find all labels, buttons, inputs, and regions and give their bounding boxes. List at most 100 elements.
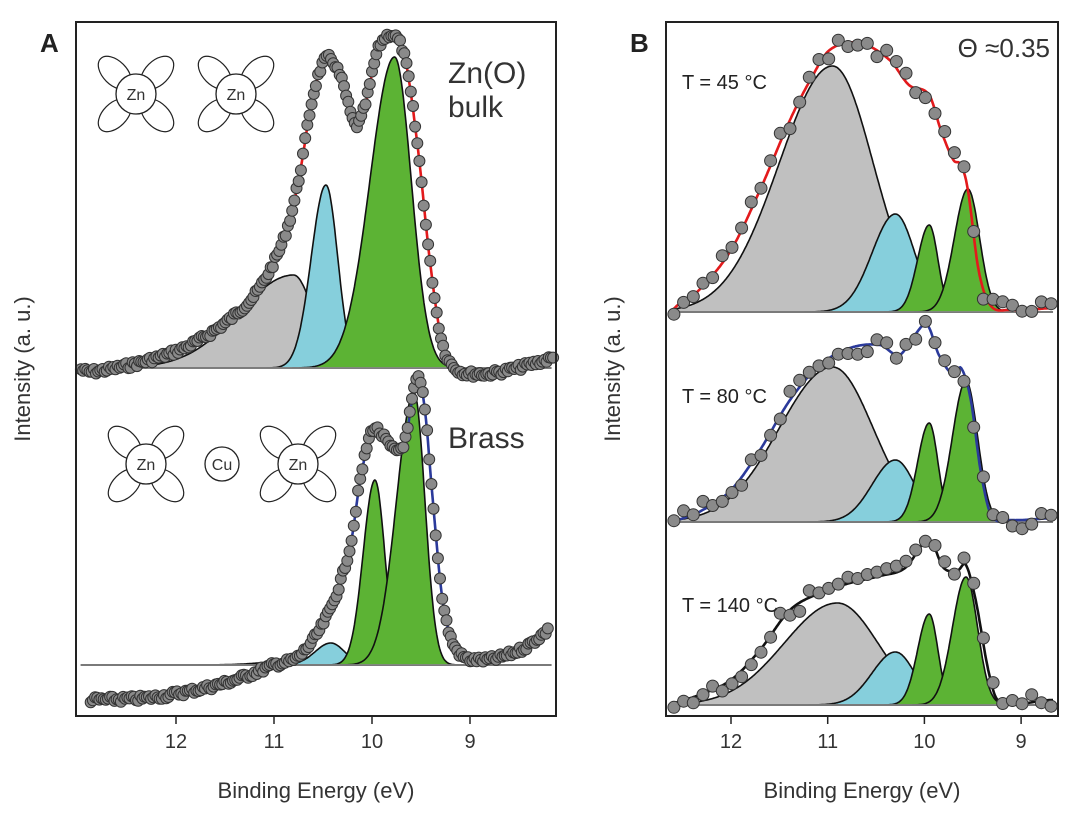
data-point — [407, 100, 419, 112]
data-point — [918, 91, 932, 105]
atom-circle — [277, 443, 319, 485]
data-point — [394, 34, 406, 47]
component-peak-gray — [670, 65, 1054, 313]
data-point — [764, 630, 778, 644]
data-point — [430, 306, 443, 319]
data-point — [359, 98, 372, 111]
zn-atom-orbital-icon: Zn — [197, 55, 275, 133]
panel-a: 12 11 10 9 Zn(O)bulk Zn Zn Brass Zn Cu Zn — [74, 28, 560, 753]
data-point — [764, 154, 778, 168]
data-point — [686, 508, 700, 522]
data-point — [715, 684, 729, 698]
data-point — [822, 356, 836, 370]
atom-label: Zn — [289, 457, 308, 474]
data-point — [754, 645, 768, 659]
temperature-label: T = 45 °C — [682, 72, 767, 94]
data-point — [292, 175, 305, 188]
x-tick-label: 12 — [165, 731, 187, 753]
data-point — [899, 554, 913, 568]
data-point — [860, 345, 874, 359]
data-point — [398, 47, 411, 60]
data-point — [305, 98, 318, 111]
data-point — [404, 85, 417, 98]
data-point — [889, 351, 903, 365]
panel-b-ylabel: Intensity (a. u.) — [600, 296, 625, 442]
data-point — [754, 181, 768, 195]
data-point — [342, 95, 355, 108]
x-tick-label: 9 — [464, 731, 475, 753]
data-point — [352, 484, 365, 497]
data-point — [426, 276, 439, 289]
data-point — [397, 441, 410, 454]
data-point — [667, 514, 681, 528]
data-point — [831, 33, 845, 47]
data-point — [889, 55, 903, 68]
data-point — [947, 365, 961, 379]
data-point — [415, 176, 428, 189]
data-point — [706, 271, 720, 285]
data-point — [860, 36, 874, 50]
data-point — [899, 66, 913, 80]
data-point — [418, 403, 431, 416]
data-point — [967, 576, 981, 590]
data-point — [986, 676, 1000, 690]
x-tick-label: 11 — [264, 731, 285, 753]
data-point — [928, 106, 942, 120]
data-point — [725, 486, 739, 499]
data-point — [347, 519, 360, 532]
data-point — [438, 604, 451, 617]
x-tick-label: 10 — [913, 731, 935, 753]
data-point — [434, 572, 446, 585]
data-point — [735, 478, 749, 492]
coverage-annotation: Θ ≈0.35 — [958, 33, 1050, 63]
panel-b-xlabel: Binding Energy (eV) — [764, 778, 961, 803]
spectrum-label: Brass — [448, 422, 525, 455]
data-point — [288, 194, 301, 207]
data-point — [967, 225, 981, 238]
data-point — [793, 373, 807, 387]
data-point — [686, 696, 700, 710]
data-point — [754, 448, 768, 462]
temperature-label: T = 140 °C — [682, 595, 778, 617]
data-point — [541, 622, 554, 635]
data-point — [356, 463, 369, 476]
data-point — [309, 80, 322, 92]
atom-label: Zn — [127, 87, 146, 104]
data-point — [400, 57, 413, 70]
data-point — [437, 339, 450, 352]
data-point — [773, 412, 787, 426]
data-point — [783, 384, 797, 398]
data-point — [967, 420, 981, 434]
atom-label: Cu — [212, 457, 232, 474]
data-point — [880, 336, 894, 350]
data-point — [431, 552, 444, 565]
data-point — [783, 122, 797, 136]
data-point — [429, 529, 442, 542]
data-point — [870, 50, 884, 64]
spectrum-label: Zn(O) — [448, 57, 526, 90]
data-point — [423, 453, 436, 466]
data-point — [764, 428, 778, 442]
data-point — [284, 214, 297, 227]
data-point — [436, 592, 449, 605]
data-point — [440, 614, 453, 627]
data-point — [744, 658, 758, 672]
panel-letter-a: A — [40, 28, 59, 58]
spectrum-label: bulk — [448, 91, 504, 124]
data-point — [976, 470, 990, 484]
atom-circle — [125, 443, 167, 485]
data-point — [1025, 688, 1039, 702]
data-point — [422, 238, 435, 251]
data-point — [996, 511, 1010, 524]
x-tick-label: 9 — [1016, 731, 1027, 753]
data-point — [947, 567, 961, 581]
data-point — [297, 147, 309, 160]
data-point — [677, 295, 691, 309]
data-point — [715, 249, 729, 263]
data-point — [1025, 517, 1039, 531]
data-point — [1005, 298, 1019, 312]
data-point — [957, 374, 971, 388]
data-point — [918, 314, 932, 328]
panel-b-frame — [665, 21, 1059, 717]
data-point — [822, 52, 836, 66]
